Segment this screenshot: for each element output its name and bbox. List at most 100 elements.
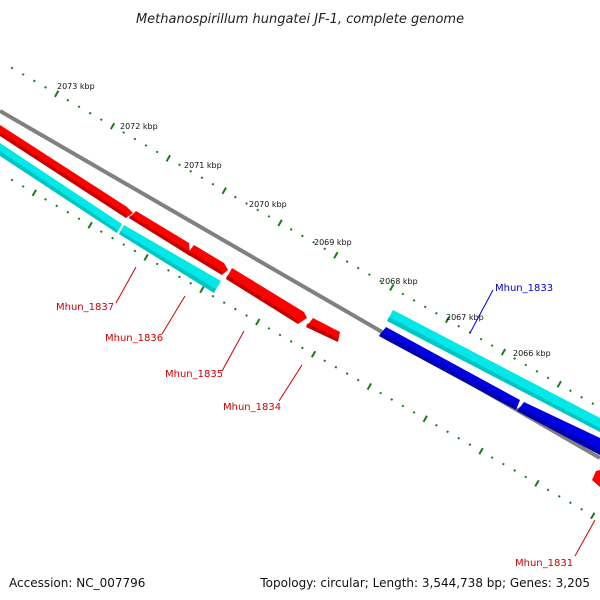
minor-tick [32,79,36,83]
minor-tick [513,469,516,472]
leader-mhun-1837 [115,266,137,304]
minor-tick [167,268,170,272]
minor-tick [435,423,438,427]
minor-tick [401,404,405,408]
minor-tick [457,436,461,440]
major-tick [590,512,596,520]
minor-tick [122,131,126,134]
leader-mhun-1831 [574,519,596,557]
minor-tick [334,365,338,369]
minor-tick [345,372,349,376]
minor-tick [557,494,561,498]
minor-tick [546,488,550,492]
minor-tick [222,301,226,305]
map-title: Methanospirillum hungatei JF-1, complete… [136,12,464,27]
cds-mhun-1835[interactable] [187,245,228,275]
minor-tick [122,243,126,246]
major-tick [444,316,451,324]
major-tick [199,286,205,294]
major-tick [165,154,171,162]
minor-tick [401,292,405,296]
leader-mhun-1836 [161,295,186,335]
minor-tick [345,260,349,264]
minor-tick [390,398,394,401]
gene-label-mhun-1835[interactable]: Mhun_1835 [165,369,223,380]
minor-tick [178,163,181,167]
minor-tick [77,217,81,221]
minor-tick [178,275,181,279]
tick-label-2073: 2073 kbp [57,82,95,91]
minor-tick [423,305,427,309]
major-tick [500,348,507,356]
minor-tick [155,150,159,154]
gene-label-mhun-1836[interactable]: Mhun_1836 [105,333,163,344]
major-tick [109,122,116,130]
gene-track-left [0,143,221,293]
minor-tick [591,402,595,406]
minor-tick [267,327,271,330]
leader-mhun-1834 [278,364,303,402]
genome-summary-text: Topology: circular; Length: 3,544,738 bp… [259,576,590,590]
minor-tick [502,462,505,466]
cds-mhun-1837[interactable] [0,125,133,218]
minor-tick [245,202,248,205]
minor-tick [10,178,14,182]
minor-tick [546,376,550,380]
major-tick [255,318,261,326]
minor-tick [301,346,304,350]
minor-tick [133,137,137,141]
major-tick [221,187,227,195]
minor-tick [289,228,293,231]
minor-tick [21,73,25,76]
major-tick [277,219,283,227]
gene-label-mhun-1834[interactable]: Mhun_1834 [223,402,281,413]
gene-track-segment[interactable] [119,225,221,293]
minor-tick [379,391,382,395]
minor-tick [21,185,25,188]
cds-mhun-1834[interactable] [226,268,307,324]
minor-tick [513,357,516,360]
minor-tick [580,507,583,511]
minor-tick [356,378,360,382]
gene-label-mhun-1833[interactable]: Mhun_1833 [495,283,553,294]
tick-label-2066: 2066 kbp [513,349,551,358]
minor-tick [88,111,92,115]
gene-track-segment[interactable] [0,143,122,233]
minor-tick [10,66,14,70]
inner-tick-ring [10,178,596,520]
major-tick [422,415,428,423]
gene-track-right [387,310,600,432]
minor-tick [99,230,103,234]
minor-tick [189,169,193,173]
minor-tick [457,324,461,328]
cds-mhun-1831[interactable] [592,470,600,487]
minor-tick [312,240,315,244]
minor-tick [211,294,215,298]
minor-tick [44,85,47,89]
accession-text: Accession: NC_007796 [9,576,145,590]
minor-tick [77,105,81,109]
major-tick [310,350,317,358]
minor-tick [323,247,327,251]
minor-tick [569,501,572,505]
forward-cds-track [0,125,600,487]
minor-tick [490,456,494,459]
minor-tick [379,279,382,283]
major-tick [143,253,149,261]
minor-tick [144,144,148,147]
minor-tick [301,234,304,238]
minor-tick [234,307,237,311]
minor-tick [580,395,583,399]
minor-tick [99,118,103,122]
gene-label-mhun-1831[interactable]: Mhun_1831 [515,558,573,569]
minor-tick [468,443,472,447]
leader-mhun-1835 [221,330,245,372]
gene-label-mhun-1837[interactable]: Mhun_1837 [56,302,114,313]
tick-label-2072: 2072 kbp [120,122,158,131]
major-tick [534,479,540,487]
minor-tick [524,363,528,367]
minor-tick [289,340,293,343]
minor-tick [535,370,539,373]
minor-tick [435,311,438,315]
